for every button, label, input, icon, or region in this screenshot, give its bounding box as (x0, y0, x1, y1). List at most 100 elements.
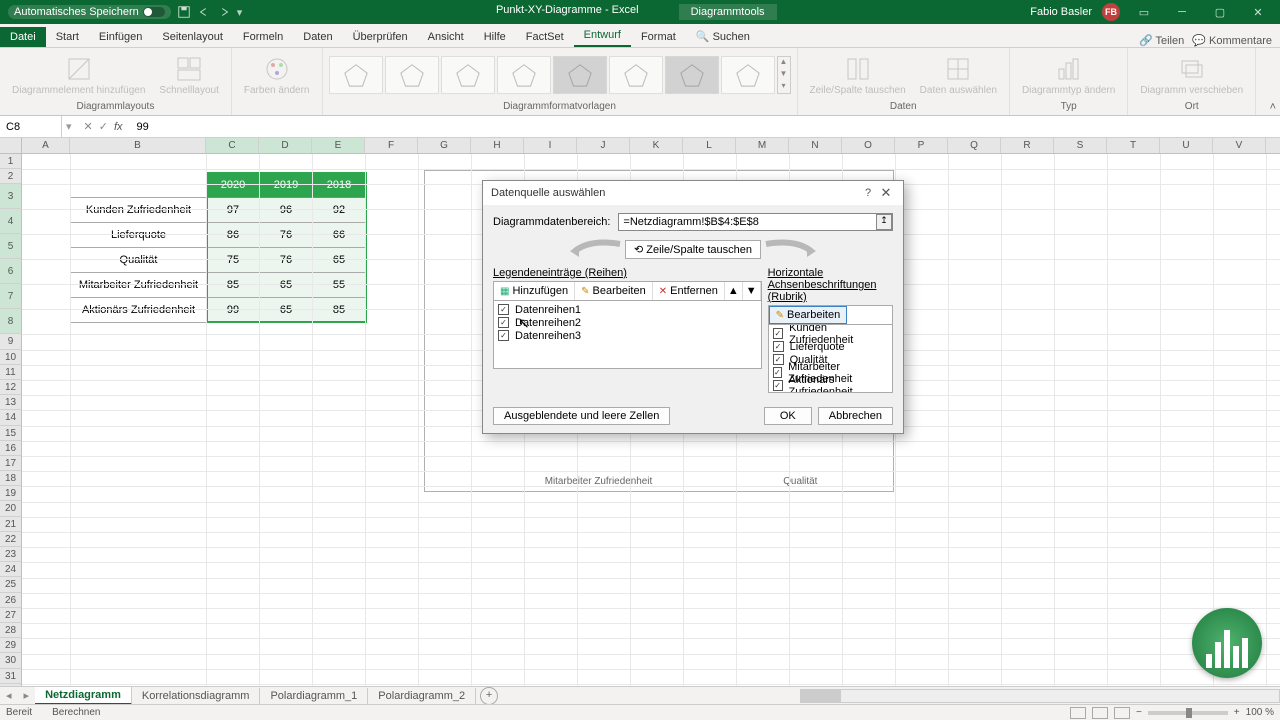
col-header-K[interactable]: K (630, 138, 683, 153)
select-all-corner[interactable] (0, 138, 22, 153)
swap-row-col-button[interactable]: ⟲ Zeile/Spalte tauschen (625, 240, 761, 259)
col-header-D[interactable]: D (259, 138, 312, 153)
formula-input[interactable]: 99 (131, 121, 1280, 133)
col-header-T[interactable]: T (1107, 138, 1160, 153)
categories-list[interactable]: ✓Kunden Zufriedenheit✓Lieferquote✓Qualit… (768, 325, 893, 393)
chart-style-8[interactable] (721, 56, 775, 94)
row-header-10[interactable]: 10 (0, 350, 22, 365)
horizontal-scrollbar[interactable] (800, 689, 1280, 703)
sheet-tab-korrelation[interactable]: Korrelationsdiagramm (132, 688, 261, 704)
add-sheet-button[interactable]: + (480, 687, 498, 705)
chart-style-1[interactable] (329, 56, 383, 94)
switch-row-col-button[interactable]: Zeile/Spalte tauschen (804, 53, 912, 98)
hidden-cells-button[interactable]: Ausgeblendete und leere Zellen (493, 407, 670, 425)
tell-me-search[interactable]: 🔍 Suchen (686, 26, 760, 47)
fx-icon[interactable]: fx (114, 121, 123, 133)
row-header-14[interactable]: 14 (0, 410, 22, 425)
col-header-S[interactable]: S (1054, 138, 1107, 153)
row-header-22[interactable]: 22 (0, 532, 22, 547)
tab-formeln[interactable]: Formeln (233, 27, 293, 47)
category-checkbox[interactable]: ✓ (773, 354, 784, 365)
categories-edit-button[interactable]: ✎Bearbeiten (769, 306, 848, 324)
col-header-F[interactable]: F (365, 138, 418, 153)
tab-format[interactable]: Format (631, 27, 686, 47)
row-header-28[interactable]: 28 (0, 623, 22, 638)
series-remove-button[interactable]: ✕Entfernen (653, 282, 725, 300)
select-data-button[interactable]: Daten auswählen (914, 53, 1003, 98)
col-header-R[interactable]: R (1001, 138, 1054, 153)
col-header-A[interactable]: A (22, 138, 70, 153)
tab-hilfe[interactable]: Hilfe (474, 27, 516, 47)
category-item[interactable]: ✓Aktionärs Zufriedenheit (771, 379, 890, 392)
row-header-11[interactable]: 11 (0, 365, 22, 380)
row-header-1[interactable]: 1 (0, 154, 22, 169)
row-header-16[interactable]: 16 (0, 441, 22, 456)
chart-style-7[interactable] (665, 56, 719, 94)
row-header-29[interactable]: 29 (0, 638, 22, 653)
series-add-button[interactable]: ▦Hinzufügen (494, 282, 575, 300)
series-checkbox[interactable]: ✓ (498, 330, 509, 341)
row-header-9[interactable]: 9 (0, 334, 22, 349)
row-header-31[interactable]: 31 (0, 669, 22, 684)
row-header-7[interactable]: 7 (0, 284, 22, 309)
zoom-level[interactable]: 100 % (1246, 707, 1274, 718)
series-move-up[interactable]: ▲ (725, 282, 743, 300)
ribbon-mode-icon[interactable]: ▭ (1130, 2, 1158, 22)
category-checkbox[interactable]: ✓ (773, 341, 784, 352)
autosave-toggle[interactable]: Automatisches Speichern (8, 5, 171, 19)
tool-context-tab[interactable]: Diagrammtools (679, 4, 777, 20)
row-header-15[interactable]: 15 (0, 426, 22, 441)
change-chart-type-button[interactable]: Diagrammtyp ändern (1016, 53, 1121, 98)
series-checkbox[interactable]: ✓ (498, 317, 509, 328)
styles-scroll-down[interactable]: ▼ (778, 69, 790, 81)
sheet-tab-polar2[interactable]: Polardiagramm_2 (368, 688, 476, 704)
row-header-27[interactable]: 27 (0, 608, 22, 623)
row-header-4[interactable]: 4 (0, 209, 22, 234)
styles-scroll-up[interactable]: ▲ (778, 57, 790, 69)
tab-einfuegen[interactable]: Einfügen (89, 27, 152, 47)
row-header-30[interactable]: 30 (0, 653, 22, 668)
qat-more[interactable]: ▾ (237, 6, 243, 19)
undo-icon[interactable] (197, 5, 211, 19)
tab-start[interactable]: Start (46, 27, 89, 47)
category-item[interactable]: ✓Kunden Zufriedenheit (771, 327, 890, 340)
row-header-26[interactable]: 26 (0, 593, 22, 608)
chart-style-6[interactable] (609, 56, 663, 94)
sheet-tab-polar1[interactable]: Polardiagramm_1 (260, 688, 368, 704)
zoom-out-button[interactable]: − (1136, 707, 1142, 718)
tab-daten[interactable]: Daten (293, 27, 342, 47)
col-header-E[interactable]: E (312, 138, 365, 153)
share-button[interactable]: 🔗 Teilen (1139, 34, 1184, 47)
view-pagelayout-button[interactable] (1092, 707, 1108, 719)
row-header-23[interactable]: 23 (0, 547, 22, 562)
dialog-help-button[interactable]: ? (859, 187, 877, 199)
col-header-L[interactable]: L (683, 138, 736, 153)
maximize-button[interactable]: ▢ (1206, 2, 1234, 22)
row-header-8[interactable]: 8 (0, 309, 22, 334)
view-pagebreak-button[interactable] (1114, 707, 1130, 719)
tab-ueberpruefen[interactable]: Überprüfen (343, 27, 418, 47)
col-header-U[interactable]: U (1160, 138, 1213, 153)
row-header-17[interactable]: 17 (0, 456, 22, 471)
series-edit-button[interactable]: ✎Bearbeiten (575, 282, 653, 300)
col-header-Q[interactable]: Q (948, 138, 1001, 153)
row-header-21[interactable]: 21 (0, 517, 22, 532)
chart-style-4[interactable] (497, 56, 551, 94)
chart-style-2[interactable] (385, 56, 439, 94)
col-header-C[interactable]: C (206, 138, 259, 153)
chart-range-input[interactable]: =Netzdiagramm!$B$4:$E$8 ↥ (618, 213, 893, 231)
series-item[interactable]: ✓Datenreihen1 (496, 303, 759, 316)
row-header-5[interactable]: 5 (0, 234, 22, 259)
category-checkbox[interactable]: ✓ (773, 380, 783, 391)
comments-button[interactable]: 💬 Kommentare (1192, 34, 1272, 47)
sheet-tab-netzdiagramm[interactable]: Netzdiagramm (35, 687, 132, 705)
quick-layout-button[interactable]: Schnelllayout (153, 53, 224, 98)
tab-seitenlayout[interactable]: Seitenlayout (152, 27, 233, 47)
row-header-2[interactable]: 2 (0, 169, 22, 184)
row-header-24[interactable]: 24 (0, 562, 22, 577)
series-move-down[interactable]: ▼ (743, 282, 761, 300)
col-header-H[interactable]: H (471, 138, 524, 153)
row-header-6[interactable]: 6 (0, 259, 22, 284)
row-header-25[interactable]: 25 (0, 577, 22, 592)
zoom-slider[interactable] (1148, 711, 1228, 715)
